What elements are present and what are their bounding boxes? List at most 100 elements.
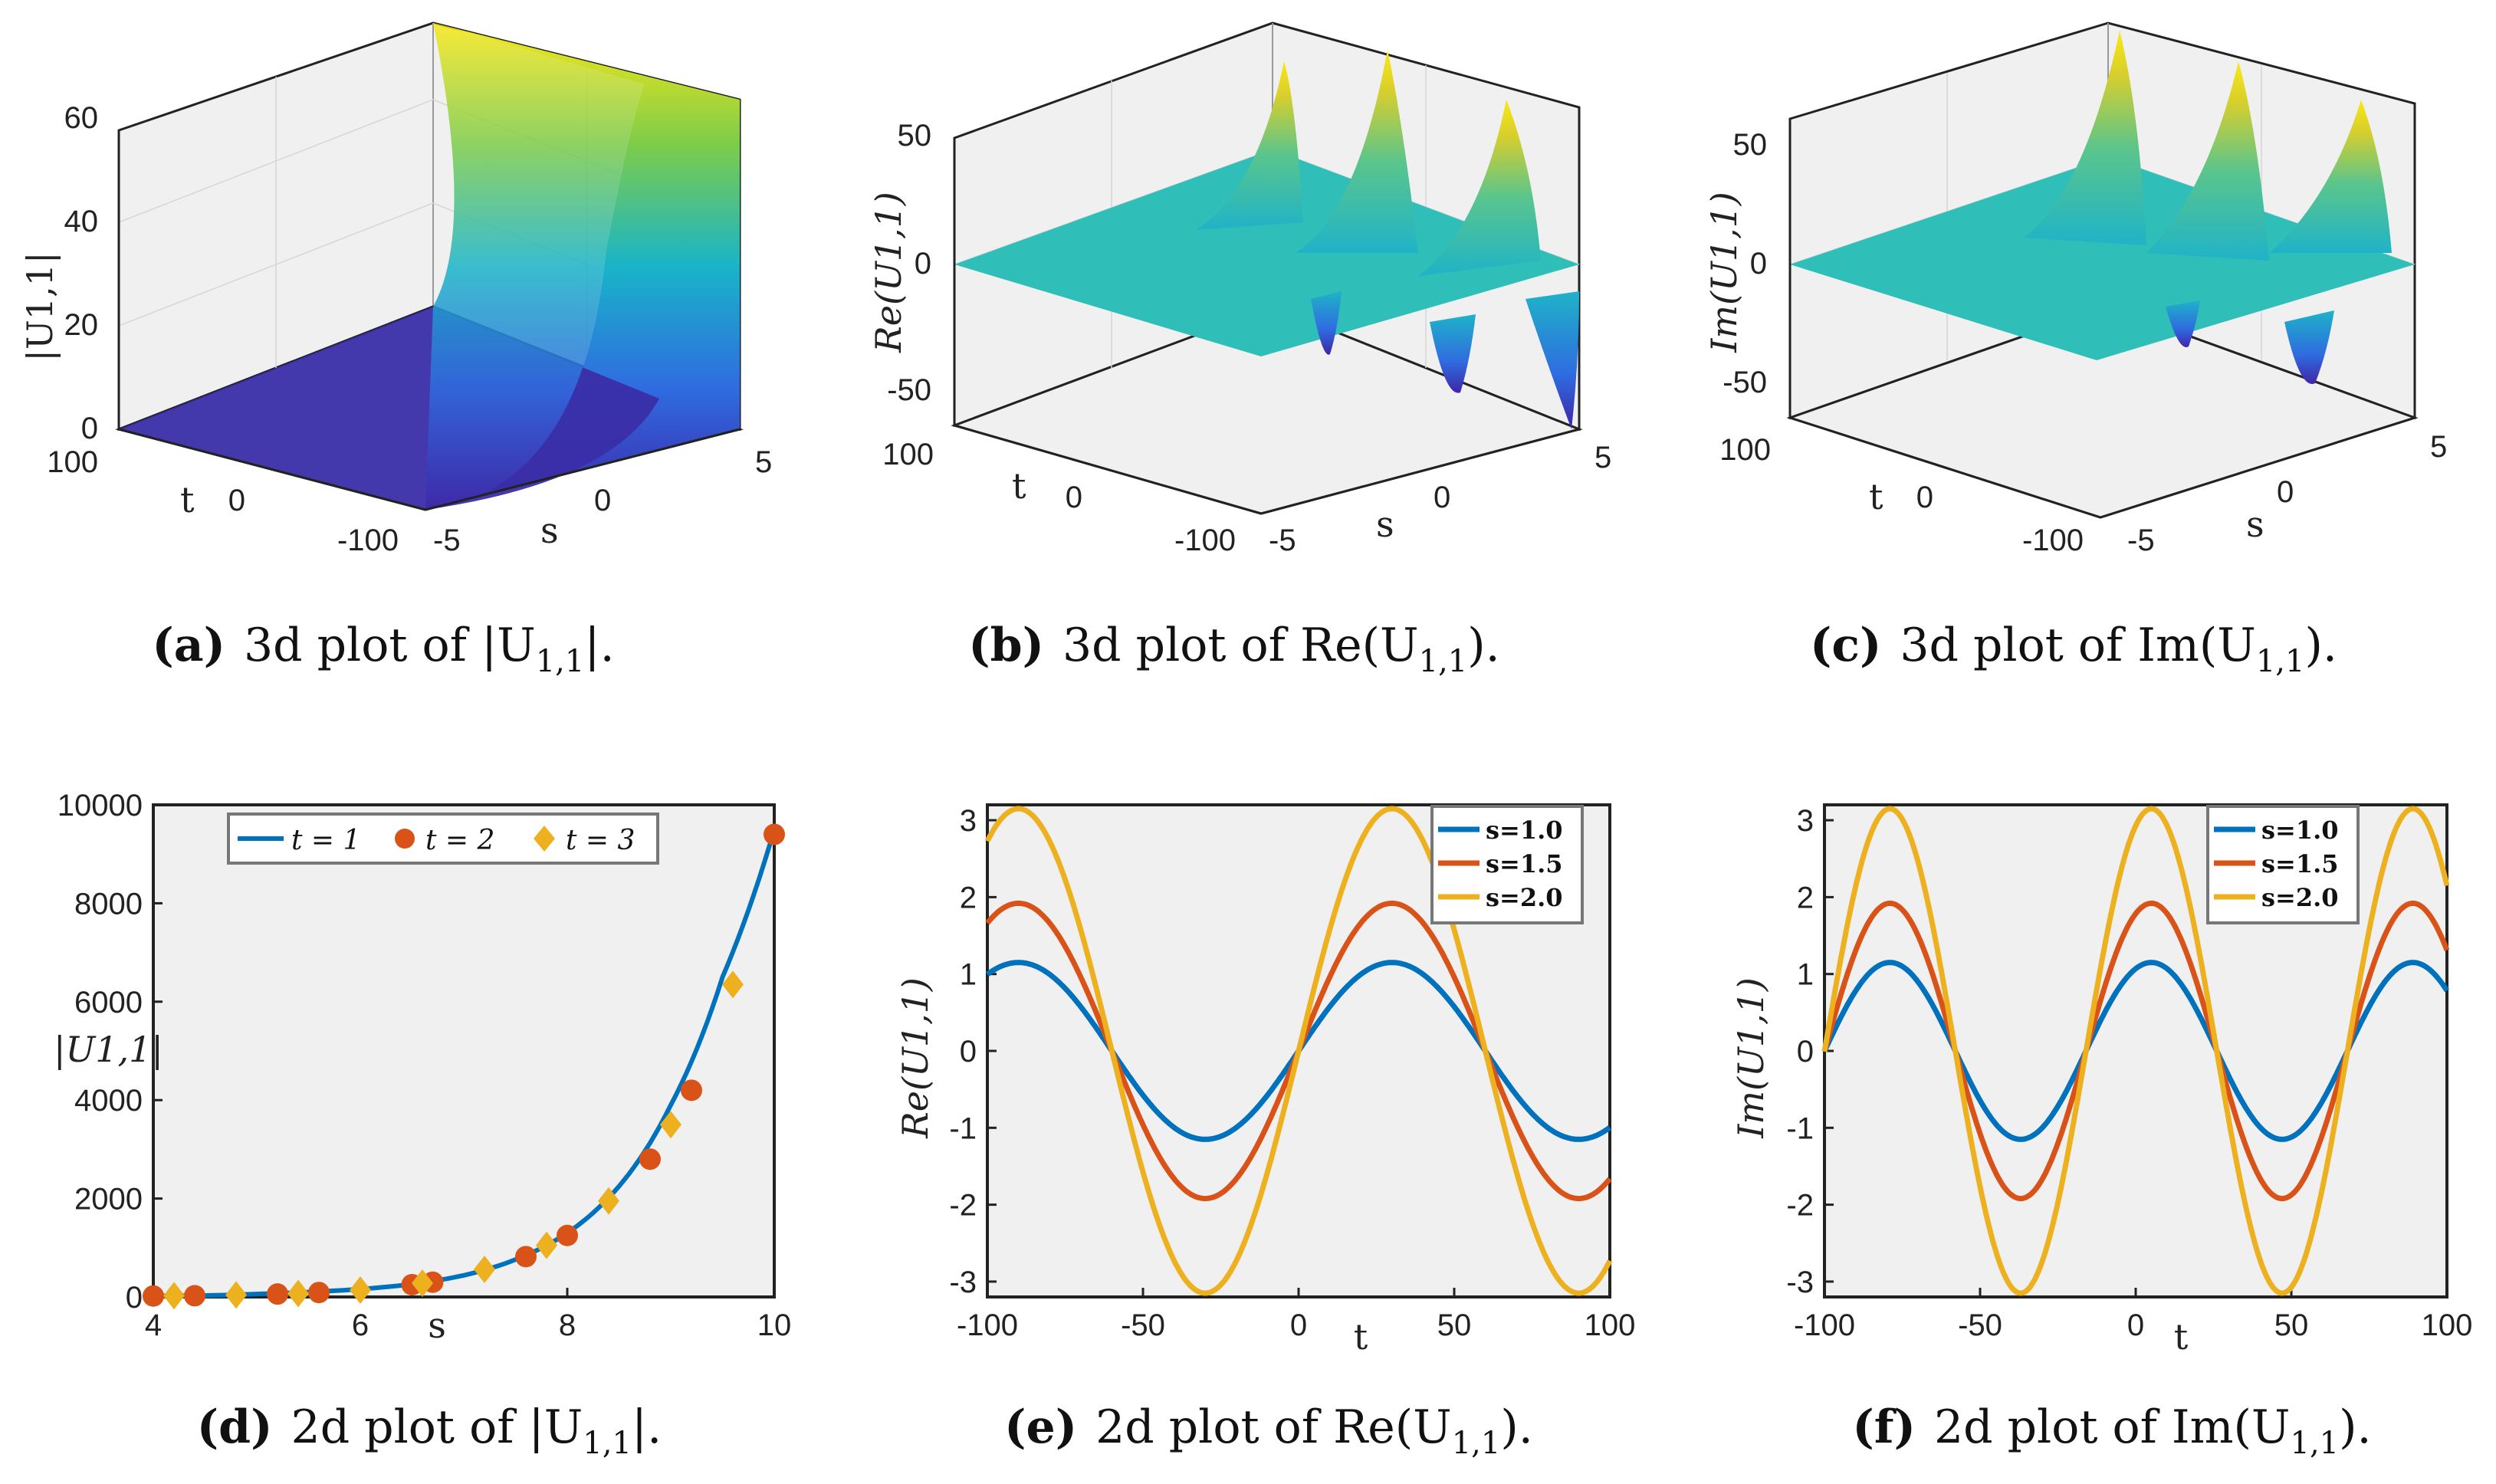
panel-a-ztick-0: 0	[81, 412, 98, 445]
d-series-t2-point	[143, 1285, 164, 1307]
d-series-t2-point	[764, 823, 785, 845]
f-xtick-2: 0	[2127, 1308, 2144, 1342]
d-series-t2-point	[681, 1079, 702, 1102]
panel-b-ttick-100: 100	[882, 438, 934, 471]
panel-a-ztick-20: 20	[64, 308, 99, 342]
panel-b: -50 0 50 Re(U1,1) 100 0 -100 t -5 0 5 s	[868, 21, 1611, 557]
panel-b-slabel: s	[1376, 504, 1394, 545]
panel-c-peak-1	[2024, 31, 2146, 245]
panel-c-stick-0: 0	[2277, 475, 2294, 509]
panel-a-slabel: s	[540, 510, 559, 551]
caption-b: (b) 3d plot of Re(U1,1).	[968, 619, 1499, 679]
panel-e: -100 -50 0 50 100-3-2-10123Re(U1,1)ts=1.0s=1…	[895, 803, 1636, 1358]
d-plot-area	[152, 803, 776, 1298]
panel-c-ttick-m100: -100	[2022, 524, 2084, 557]
panel-b-trough-2	[1430, 314, 1476, 393]
d-xtick-1: 6	[352, 1308, 369, 1342]
e-ytick-2: -1	[949, 1111, 977, 1145]
panel-c-ttick-0: 0	[1916, 481, 1933, 514]
panel-c-peak-2	[2146, 61, 2269, 261]
e-legend-label-1: s=1.5	[1486, 849, 1563, 878]
panel-b-ztick-m50: -50	[887, 373, 931, 407]
d-series-t3-point	[536, 1231, 557, 1259]
panel-a-zlabel: |U1,1|	[19, 252, 61, 362]
d-legend-box	[227, 813, 659, 865]
d-xtick-2: 8	[559, 1308, 576, 1342]
e-xlabel: t	[1354, 1316, 1368, 1358]
panel-b-stick-5: 5	[1594, 441, 1611, 474]
panel-b-surface-plane	[954, 149, 1579, 356]
panel-b-trough-1	[1311, 291, 1342, 355]
panel-b-stick-m5: -5	[1269, 524, 1296, 557]
panel-b-trough-3	[1526, 291, 1579, 429]
panel-a-ttick-0: 0	[228, 484, 245, 517]
e-ytick-1: -2	[949, 1189, 977, 1223]
d-ytick-0: 0	[126, 1281, 143, 1315]
d-legend-swatch-t2	[395, 829, 415, 849]
panel-c-ztick-0: 0	[1750, 247, 1767, 281]
f-legend-label-1: s=1.5	[2261, 849, 2339, 878]
d-legend-t2: t = 2	[425, 825, 494, 856]
d-legend-t1: t = 1	[291, 825, 360, 856]
e-xtick-2: 0	[1290, 1308, 1307, 1342]
f-ytick-6: 3	[1797, 804, 1814, 838]
panel-c-zlabel: Im(U1,1)	[1703, 192, 1745, 353]
panel-b-peak-2	[1296, 50, 1418, 253]
panel-f: -100 -50 0 50 100-3-2-10123Im(U1,1)ts=1.0s=1…	[1730, 803, 2472, 1358]
panel-c-surface-plane	[1790, 157, 2415, 360]
f-ytick-2: -1	[1786, 1111, 1814, 1145]
panel-b-peak-3	[1418, 100, 1541, 276]
panel-b-ttick-0: 0	[1066, 481, 1082, 514]
e-xtick-1: -50	[1121, 1308, 1165, 1342]
e-xtick-4: 100	[1585, 1308, 1636, 1342]
d-series-t3-point	[287, 1279, 309, 1308]
caption-e: (e) 2d plot of Re(U1,1).	[1004, 1400, 1533, 1461]
e-ytick-0: -3	[949, 1266, 977, 1299]
f-xlabel: t	[2174, 1316, 2189, 1358]
panel-a-tlabel: t	[180, 479, 195, 520]
panel-c: -50 0 50 Im(U1,1) 100 0 -100 t -5 0 5 s	[1703, 21, 2447, 557]
f-ytick-0: -3	[1786, 1266, 1814, 1299]
panel-c-ztick-50: 50	[1733, 128, 1768, 162]
e-ytick-5: 2	[960, 881, 977, 914]
panel-a-ztick-40: 40	[64, 205, 99, 238]
panel-c-peak-3	[2269, 100, 2392, 253]
panel-a: 0 20 40 60 |U1,1| 100 0 -100 t -5 0 5 s	[19, 21, 772, 557]
d-xtick-3: 10	[757, 1308, 792, 1342]
panel-a-surface-top	[425, 23, 740, 510]
d-series-t3-point	[225, 1281, 247, 1309]
d-ytick-2: 4000	[74, 1084, 143, 1118]
panel-a-ttick-m100: -100	[337, 524, 399, 557]
panel-a-surface-wall	[425, 23, 644, 510]
d-legend-swatch-t3	[534, 826, 555, 852]
d-xlabel: s	[428, 1305, 446, 1346]
panel-c-ttick-100: 100	[1719, 433, 1771, 467]
f-legend-label-0: s=1.0	[2261, 816, 2339, 845]
d-series-t3-point	[412, 1269, 433, 1298]
d-series-t2-point	[184, 1285, 205, 1307]
panel-c-stick-5: 5	[2430, 430, 2447, 464]
panel-b-peak-1	[1196, 61, 1303, 230]
panel-b-tlabel: t	[1012, 465, 1026, 507]
panel-c-stick-m5: -5	[2127, 524, 2155, 557]
captions: (a) 3d plot of |U1,1|. (b) 3d plot of Re(U…	[152, 619, 2371, 1461]
d-legend-t3: t = 3	[566, 825, 635, 856]
d-series-t2-point	[515, 1246, 537, 1268]
f-ylabel: Im(U1,1)	[1730, 977, 1772, 1139]
f-ytick-5: 2	[1797, 881, 1814, 914]
panel-b-ztick-50: 50	[898, 119, 932, 153]
e-xtick-0: -100	[957, 1308, 1018, 1342]
d-legend: t = 1 t = 2 t = 3	[227, 813, 659, 865]
d-series-t2-point	[557, 1224, 578, 1246]
e-ytick-3: 0	[960, 1035, 977, 1069]
panel-b-zlabel: Re(U1,1)	[868, 192, 909, 353]
d-series-t3-point	[163, 1282, 185, 1310]
panel-b-ztick-0: 0	[915, 247, 931, 281]
d-xtick-0: 4	[145, 1308, 162, 1342]
caption-a: (a) 3d plot of |U1,1|.	[152, 619, 614, 679]
d-series-t3-point	[598, 1187, 619, 1215]
d-series-t3-point	[474, 1256, 495, 1284]
d-ytick-4: 8000	[74, 887, 143, 921]
